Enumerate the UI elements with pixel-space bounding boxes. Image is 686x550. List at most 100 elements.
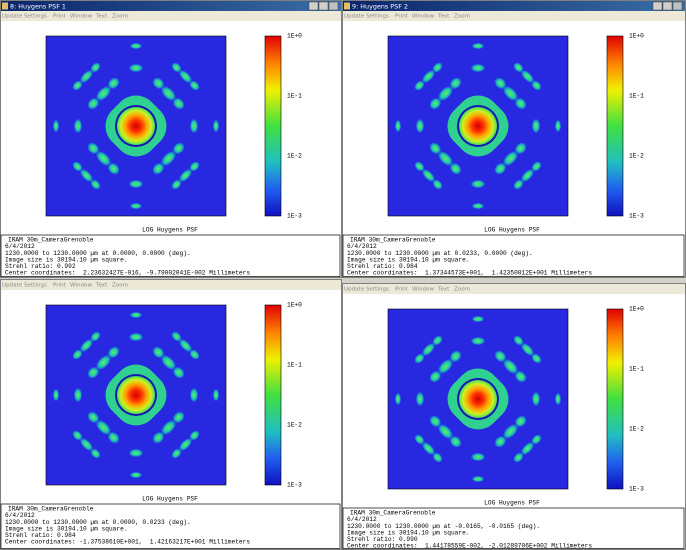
minimize-button[interactable]	[652, 1, 663, 11]
info-line: IRAM 30m_CameraGrenoble	[350, 510, 436, 517]
psf-lobe	[90, 179, 101, 190]
psf-lobe	[494, 350, 507, 362]
psf-lobe	[438, 424, 453, 439]
psf-lobe	[179, 438, 192, 451]
minimize-button[interactable]	[308, 1, 319, 11]
psf-lobe	[503, 151, 518, 166]
colorbar	[606, 308, 624, 490]
psf-lobe	[531, 353, 542, 364]
menu-item[interactable]: Text	[437, 287, 450, 293]
menu-item[interactable]: Text	[95, 14, 108, 20]
colorbar-label: 1E-3	[287, 213, 302, 220]
menu-item[interactable]: Settings	[366, 14, 389, 20]
maximize-button[interactable]	[662, 1, 673, 11]
psf-lobe	[449, 350, 462, 362]
window: Update Settings Print Window Text Zoom 1E+0 1E-…	[0, 279, 342, 550]
psf-lobe	[171, 179, 182, 190]
menu-item[interactable]: Settings	[366, 287, 389, 293]
psf-lobe	[74, 119, 82, 133]
psf-lobe	[532, 119, 540, 133]
menu-item[interactable]: Zoom	[112, 14, 128, 20]
menu-bar	[1, 280, 341, 290]
close-button[interactable]	[328, 1, 339, 11]
menu-item[interactable]: Print	[395, 287, 409, 293]
window-icon	[344, 2, 350, 10]
menu-item[interactable]: Print	[53, 14, 67, 20]
maximize-button[interactable]	[318, 1, 329, 11]
psf-lobe	[422, 169, 435, 182]
psf-lobe	[438, 151, 453, 166]
colorbar-label: 1E+0	[287, 33, 302, 40]
psf-lobe	[152, 432, 165, 444]
menu-item[interactable]: Settings	[24, 14, 47, 20]
menu-item[interactable]: Text	[95, 283, 108, 289]
psf-lobe	[494, 163, 507, 175]
title-bar	[343, 1, 685, 11]
window: 8: Huygens PSF 1 Update Settings Print Windo…	[0, 0, 342, 278]
colorbar-label: 1E-3	[629, 486, 644, 493]
psf-lobe	[532, 392, 540, 406]
window: 9: Huygens PSF 2 Update Settings Print Windo…	[342, 0, 686, 278]
colorbar-label: 1E-3	[629, 213, 644, 220]
psf-core	[459, 107, 497, 145]
psf-lobe	[53, 120, 59, 132]
menu-item[interactable]: Text	[437, 14, 450, 20]
psf-lobe	[422, 70, 435, 83]
menu-item[interactable]: Print	[53, 283, 67, 289]
colorbar-label: 1E+0	[629, 33, 644, 40]
menu-item[interactable]: Update	[344, 14, 365, 20]
menu-item[interactable]: Print	[395, 14, 409, 20]
menu-item[interactable]: Update	[2, 14, 23, 20]
close-button[interactable]	[672, 1, 683, 11]
psf-lobe	[190, 119, 198, 133]
menu-bar	[343, 11, 685, 21]
psf-lobe	[53, 389, 59, 401]
psf-lobe	[190, 388, 198, 402]
psf-lobe	[515, 97, 527, 110]
menu-item[interactable]: Update	[2, 283, 23, 289]
psf-lobe	[471, 453, 485, 461]
info-line: Center coordinates: 1.44178559E-002, -2.…	[347, 543, 592, 550]
menu-item[interactable]: Window	[412, 287, 434, 293]
window-title: 9: Huygens PSF 2	[352, 3, 408, 11]
psf-core	[117, 107, 155, 145]
psf-lobe	[531, 161, 542, 172]
psf-lobe	[173, 411, 185, 424]
colorbar-label: 1E-1	[629, 93, 644, 100]
psf-lobe	[513, 335, 524, 346]
psf-lobe	[438, 86, 453, 101]
psf-lobe	[429, 97, 441, 110]
psf-lobe	[432, 62, 443, 73]
info-line: IRAM 30m_CameraGrenoble	[8, 506, 94, 513]
psf-lobe	[72, 80, 83, 91]
psf-lobe	[173, 366, 185, 379]
psf-lobe	[179, 339, 192, 352]
psf-lobe	[179, 70, 192, 83]
psf-lobe	[515, 415, 527, 428]
psf-lobe	[422, 442, 435, 455]
menu-item[interactable]: Zoom	[454, 287, 470, 293]
window-title: 8: Huygens PSF 1	[10, 3, 66, 11]
menu-item[interactable]: Window	[70, 14, 92, 20]
menu-item[interactable]: Settings	[24, 283, 47, 289]
psf-lobe	[130, 312, 142, 318]
menu-item[interactable]: Zoom	[454, 14, 470, 20]
psf-lobe	[189, 161, 200, 172]
psf-lobe	[87, 97, 99, 110]
info-line: IRAM 30m_CameraGrenoble	[350, 237, 436, 244]
psf-lobe	[87, 366, 99, 379]
psf-lobe	[414, 161, 425, 172]
psf-lobe	[130, 203, 142, 209]
psf-lobe	[531, 80, 542, 91]
menu-item[interactable]: Zoom	[112, 283, 128, 289]
menu-item[interactable]: Window	[70, 283, 92, 289]
psf-lobe	[472, 476, 484, 482]
psf-lobe	[429, 415, 441, 428]
menu-item[interactable]: Update	[344, 287, 365, 293]
colorbar	[264, 304, 282, 486]
menu-item[interactable]: Window	[412, 14, 434, 20]
colorbar-label: 1E-1	[287, 362, 302, 369]
psf-lobe	[531, 434, 542, 445]
psf-lobe	[213, 389, 219, 401]
